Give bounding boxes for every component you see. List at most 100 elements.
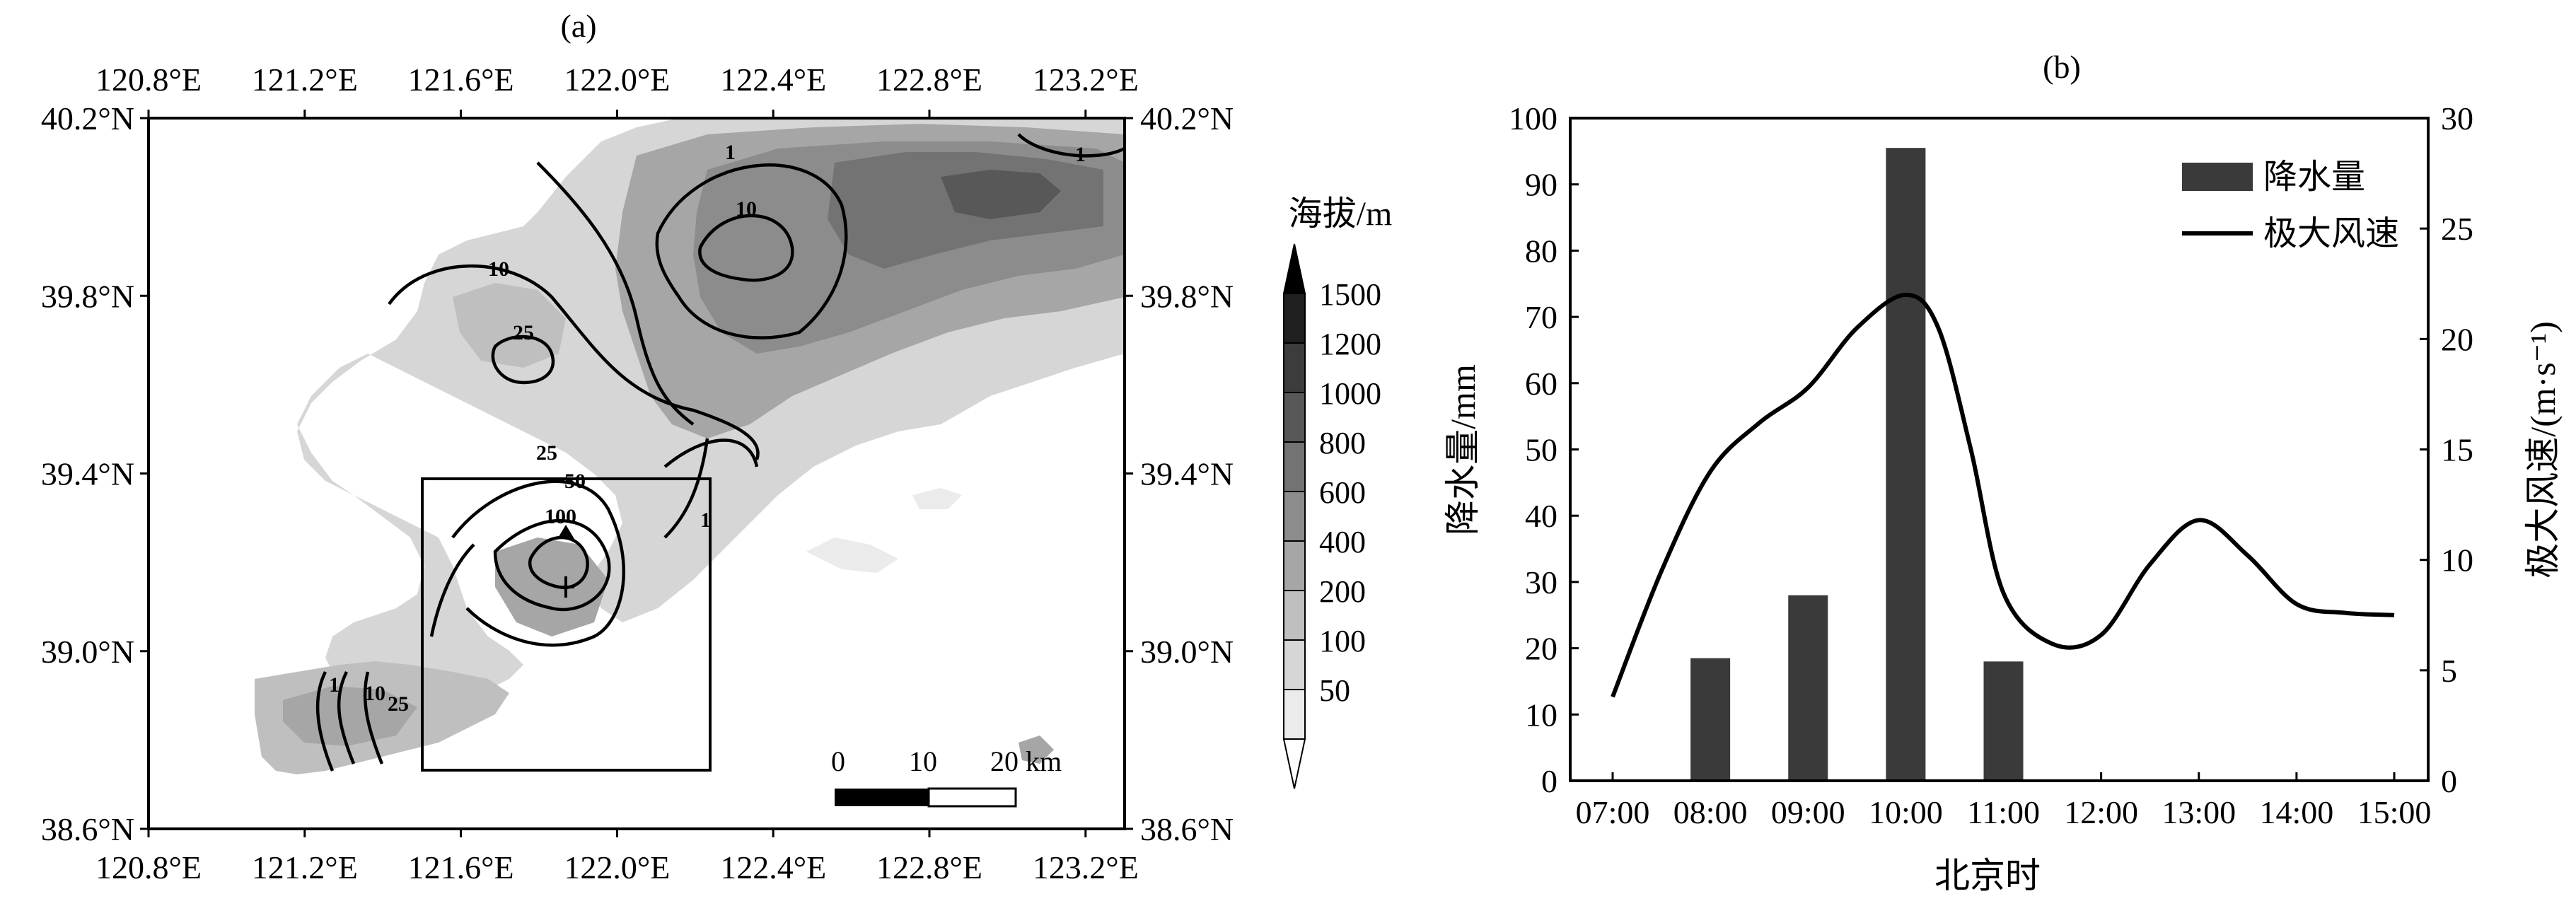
colorbar-segment: [1283, 689, 1306, 740]
station-cross-icon: [557, 576, 574, 598]
legend: 降水量 极大风速: [2182, 158, 2399, 252]
lat-tick-label: 39.4°N: [41, 456, 134, 492]
legend-label-rain: 降水量: [2263, 158, 2365, 196]
x-tick-label: 11:00: [1967, 794, 2040, 830]
y-tick-label-left: 70: [1525, 299, 1557, 335]
colorbar-label: 1000: [1319, 376, 1381, 411]
colorbar-extend-bottom: [1282, 738, 1306, 789]
contour-label: 1: [700, 508, 711, 532]
y-tick-label-right: 20: [2441, 321, 2473, 357]
colorbar-segment: [1283, 293, 1306, 344]
y-tick-label-right: 15: [2441, 432, 2473, 468]
lon-tick-labels-bottom: 120.8°E 121.2°E 121.6°E 122.0°E 122.4°E 122.8…: [95, 829, 1139, 885]
lat-tick-label: 38.6°N: [1140, 811, 1234, 847]
scale-label-20km: 20 km: [990, 745, 1062, 777]
chart-title: (b): [2043, 49, 2081, 85]
colorbar-segment: [1283, 392, 1306, 443]
contour-label: 1: [329, 673, 340, 697]
colorbar-segment: [1283, 491, 1306, 542]
y-tick-label-right: 30: [2441, 100, 2473, 136]
y-tick-label-left: 60: [1525, 366, 1557, 402]
wind-speed-line: [1611, 292, 2395, 698]
contour-label: 1: [725, 141, 736, 164]
x-axis-label: 北京时: [1934, 856, 2041, 895]
contour-label: 25: [388, 692, 409, 716]
y-tick-label-left: 10: [1525, 697, 1557, 733]
study-area-box: [421, 477, 712, 772]
y-tick-label-right: 25: [2441, 211, 2473, 247]
colorbar-label: 600: [1319, 475, 1366, 510]
y-tick-label-right: 0: [2441, 763, 2457, 799]
contour-label: 1: [1075, 143, 1086, 166]
station-marker-icon: [557, 525, 574, 539]
colorbar-segment: [1283, 342, 1306, 393]
legend-label-wind: 极大风速: [2263, 215, 2399, 252]
colorbar-title: 海拔/m: [1289, 195, 1393, 233]
lat-tick-labels-right: 40.2°N 39.8°N 39.4°N 39.0°N 38.6°N: [1125, 100, 1234, 847]
lon-tick-label: 123.2°E: [1033, 849, 1139, 885]
scale-label-0: 0: [831, 745, 845, 777]
rain-contours: [315, 133, 1125, 772]
elevation-colorbar: 海拔/m 1500 1200 1000 800 600 400 200 100 50: [1282, 195, 1393, 789]
y-tick-label-right: 5: [2441, 653, 2457, 689]
panel-a-label: (a): [560, 8, 596, 44]
scale-bar: 0 10 20 km: [831, 745, 1062, 808]
lon-tick-label: 122.0°E: [564, 849, 670, 885]
terrain-relief: [255, 118, 1125, 774]
lat-tick-label: 39.8°N: [41, 278, 134, 314]
scale-label-10: 10: [909, 745, 937, 777]
lon-tick-label: 120.8°E: [95, 62, 202, 98]
y-tick-label-left: 90: [1525, 167, 1557, 203]
colorbar-label: 200: [1319, 574, 1366, 609]
lon-tick-label: 122.8°E: [876, 849, 982, 885]
y-tick-label-left: 80: [1525, 233, 1557, 269]
lon-tick-label: 120.8°E: [95, 849, 202, 885]
x-tick-label: 08:00: [1673, 794, 1748, 830]
lon-tick-label: 122.4°E: [720, 849, 826, 885]
colorbar-label: 50: [1319, 673, 1350, 708]
y-tick-label-left: 0: [1541, 763, 1557, 799]
contour-label: 25: [536, 441, 557, 465]
colorbar-segment: [1283, 540, 1306, 591]
x-tick-label: 09:00: [1771, 794, 1845, 830]
lon-tick-label: 122.0°E: [564, 62, 670, 98]
colorbar-label: 400: [1319, 525, 1366, 559]
x-tick-label: 07:00: [1576, 794, 1650, 830]
contour-label: 100: [545, 505, 576, 528]
colorbar-segment: [1283, 441, 1306, 492]
lon-tick-label: 121.6°E: [408, 849, 514, 885]
panel-a-map: (a): [41, 8, 1392, 885]
x-tick-label: 10:00: [1869, 794, 1943, 830]
lat-tick-label: 39.4°N: [1140, 456, 1234, 492]
lon-tick-label: 122.8°E: [876, 62, 982, 98]
y-tick-label-left: 40: [1525, 498, 1557, 534]
colorbar-segment: [1283, 639, 1306, 690]
lat-tick-label: 38.6°N: [41, 811, 134, 847]
colorbar-extend-top: [1282, 243, 1306, 294]
colorbar-segment: [1283, 590, 1306, 641]
colorbar-label: 800: [1319, 426, 1366, 460]
lat-tick-label: 39.0°N: [1140, 634, 1234, 670]
y-tick-label-left: 100: [1509, 100, 1557, 136]
x-tick-label: 15:00: [2357, 794, 2432, 830]
contour-label: 10: [736, 197, 757, 221]
plot-frame: [1569, 117, 2430, 782]
lat-tick-label: 39.0°N: [41, 634, 134, 670]
lon-tick-labels-top: 120.8°E 121.2°E 121.6°E 122.0°E 122.4°E 122.8…: [95, 62, 1139, 118]
contour-label: 25: [513, 321, 534, 344]
rain-bar: [1690, 658, 1731, 781]
x-tick-label: 14:00: [2259, 794, 2333, 830]
lon-tick-label: 122.4°E: [720, 62, 826, 98]
legend-bar-swatch: [2182, 163, 2253, 191]
colorbar-label: 1500: [1319, 277, 1381, 312]
lat-tick-label: 40.2°N: [41, 100, 134, 136]
y-tick-label-right: 10: [2441, 542, 2473, 579]
contour-label: 10: [488, 257, 509, 281]
colorbar-label: 1200: [1319, 327, 1381, 361]
lon-tick-label: 121.2°E: [252, 849, 358, 885]
lat-tick-labels-left: 40.2°N 39.8°N 39.4°N 39.0°N 38.6°N: [41, 100, 149, 847]
rain-bar: [1983, 661, 2024, 781]
colorbar-label: 100: [1319, 624, 1366, 658]
y-tick-label-left: 50: [1525, 432, 1557, 468]
